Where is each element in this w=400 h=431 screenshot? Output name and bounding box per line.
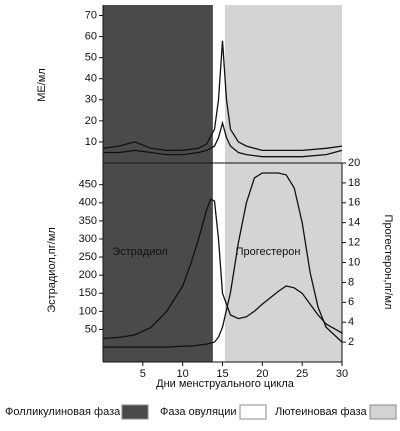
y-tick-label: 350 (79, 215, 97, 227)
x-tick-label: 15 (216, 368, 228, 380)
y-tick-label: 100 (79, 305, 97, 317)
legend-swatch (369, 404, 397, 420)
y-axis-label: МЕ/мл (36, 68, 48, 102)
y2-tick-label: 16 (348, 197, 360, 209)
y2-tick-label: 8 (348, 276, 354, 288)
y2-tick-label: 10 (348, 256, 360, 268)
y-tick-label: 200 (79, 269, 97, 281)
y-tick-label: 150 (79, 287, 97, 299)
phase-band (212, 5, 225, 362)
phase-band (103, 5, 213, 362)
y2-tick-label: 20 (348, 157, 360, 169)
legend-label: Фолликулиновая фаза (5, 406, 121, 418)
y-tick-label: 30 (85, 94, 97, 106)
legend-swatch (239, 404, 267, 420)
y2-tick-label: 4 (348, 316, 354, 328)
y-tick-label: 60 (85, 31, 97, 43)
y-tick-label: 450 (79, 179, 97, 191)
series-line (102, 40, 343, 152)
x-tick-label: 5 (140, 368, 146, 380)
y-tick-label: 400 (79, 197, 97, 209)
series-line (103, 120, 343, 158)
x-tick-label: 30 (336, 368, 348, 380)
series-label: Прогестерон (236, 246, 301, 258)
y-tick-label: 250 (79, 251, 97, 263)
y2-tick-label: 18 (348, 177, 360, 189)
phase-band (224, 5, 342, 362)
y2-tick-label: 6 (348, 296, 354, 308)
y-axis-label: Эстрадиол,пг/мл (46, 227, 58, 313)
legend-label: Фаза овуляции (160, 406, 237, 418)
y2-tick-label: 12 (348, 237, 360, 249)
legend-swatch (121, 404, 149, 420)
y-tick-label: 40 (85, 73, 97, 85)
y-tick-label: 10 (85, 136, 97, 148)
x-tick-label: 10 (177, 368, 189, 380)
series-label: Эстрадиол (112, 246, 168, 258)
legend-label: Лютеиновая фаза (275, 406, 368, 418)
y-tick-label: 300 (79, 233, 97, 245)
y2-tick-label: 2 (348, 336, 354, 348)
x-tick-label: 25 (296, 368, 308, 380)
y-tick-label: 20 (85, 115, 97, 127)
y-tick-label: 70 (85, 9, 97, 21)
x-tick-label: 20 (256, 368, 268, 380)
x-axis-label: Дни менструального цикла (156, 378, 295, 390)
series-line (103, 172, 343, 348)
y2-tick-label: 14 (348, 217, 360, 229)
series-line (102, 198, 343, 340)
y2-axis-label: Прогестерон,пг/мл (382, 215, 394, 310)
y-tick-label: 50 (85, 52, 97, 64)
y-tick-label: 50 (85, 323, 97, 335)
